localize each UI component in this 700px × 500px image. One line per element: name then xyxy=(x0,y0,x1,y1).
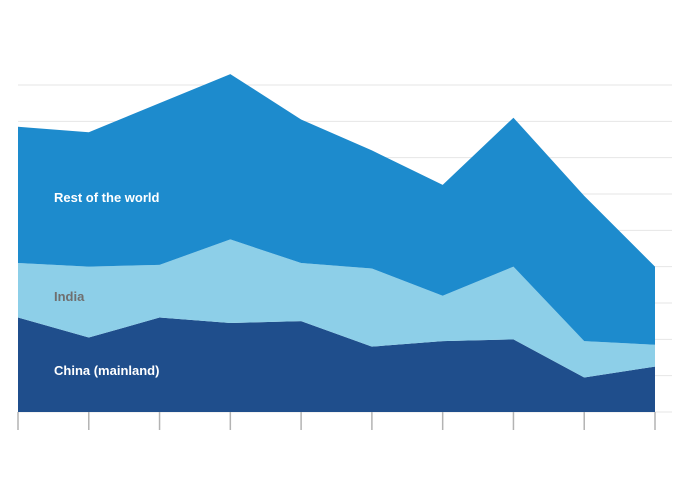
series-label: Rest of the world xyxy=(54,190,160,205)
series-area-2 xyxy=(18,74,655,345)
series-label: India xyxy=(54,289,85,304)
series-area-0 xyxy=(18,317,655,412)
series-label: China (mainland) xyxy=(54,363,159,378)
series-area-1 xyxy=(18,239,655,378)
